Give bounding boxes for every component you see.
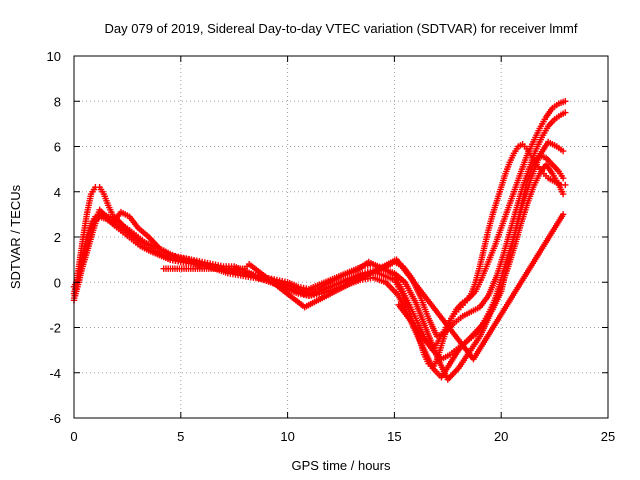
series-track-5 <box>71 138 567 383</box>
x-tick-label: 25 <box>601 429 615 444</box>
x-tick-label: 5 <box>177 429 184 444</box>
x-tick-label: 15 <box>387 429 401 444</box>
data-point <box>562 98 569 105</box>
y-tick-label: 6 <box>54 140 61 155</box>
y-tick-label: 10 <box>47 49 61 64</box>
data-point <box>559 147 567 155</box>
series-track-2 <box>70 98 569 354</box>
series-track-1 <box>70 141 569 372</box>
x-tick-label: 10 <box>280 429 294 444</box>
y-axis-label: SDTVAR / TECUs <box>8 184 23 289</box>
y-tick-label: 4 <box>54 185 61 200</box>
axis-ticks: 0 5 10 15 20 25 -6 -4 -2 0 2 4 6 8 10 <box>47 49 616 444</box>
x-axis-label: GPS time / hours <box>292 458 391 473</box>
y-tick-label: -6 <box>49 411 61 426</box>
chart-title: Day 079 of 2019, Sidereal Day-to-day VTE… <box>105 21 578 36</box>
data-marks <box>70 98 569 383</box>
y-tick-label: 0 <box>54 275 61 290</box>
data-point <box>562 181 569 189</box>
grid-lines <box>74 56 608 418</box>
data-point <box>562 109 569 116</box>
y-tick-label: 8 <box>54 94 61 109</box>
data-point <box>559 190 567 198</box>
series-track-6 <box>395 161 567 363</box>
series-outliers <box>160 211 567 363</box>
x-tick-label: 0 <box>70 429 77 444</box>
data-point <box>559 211 567 218</box>
x-tick-label: 20 <box>494 429 508 444</box>
series-track-4 <box>70 152 567 381</box>
y-tick-label: -2 <box>49 321 61 336</box>
data-point <box>559 174 567 182</box>
y-tick-label: -4 <box>49 366 61 381</box>
y-tick-label: 2 <box>54 230 61 245</box>
